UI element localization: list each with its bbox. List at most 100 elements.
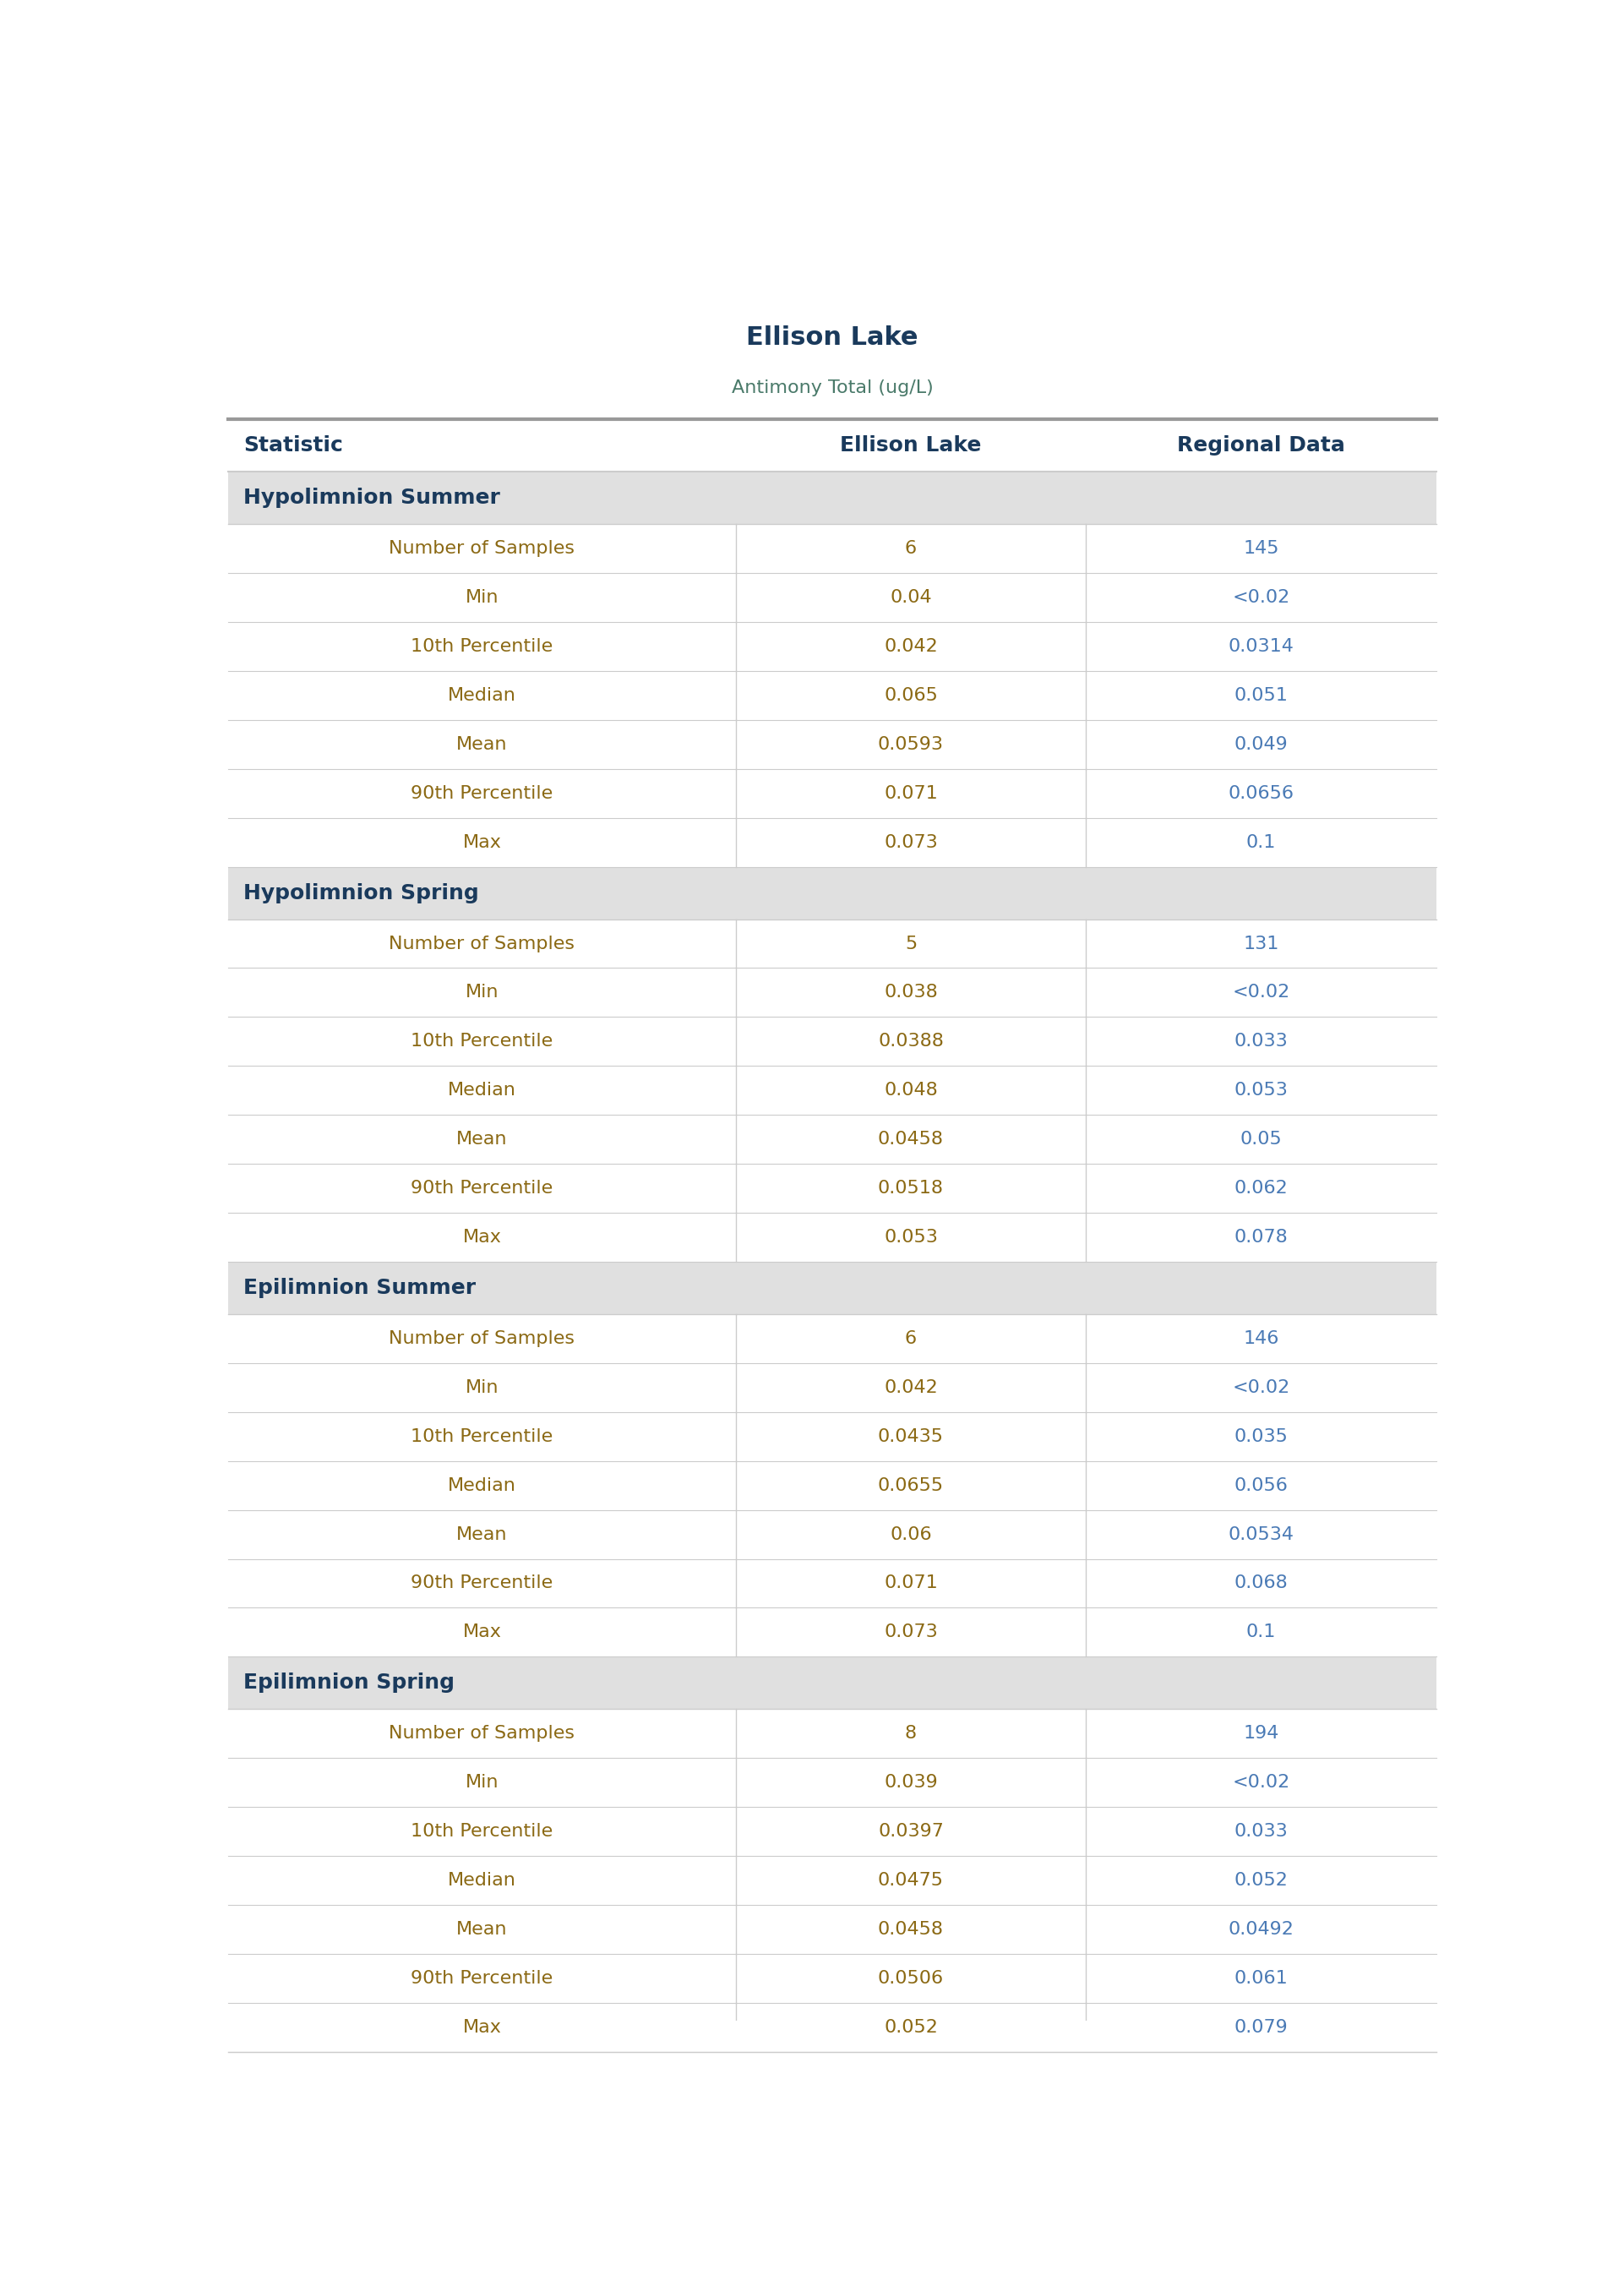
Text: 0.071: 0.071 <box>883 1575 937 1591</box>
Text: <0.02: <0.02 <box>1233 588 1289 606</box>
Text: Min: Min <box>464 1380 499 1396</box>
Bar <box>227 1462 1436 1510</box>
Bar <box>227 1857 1436 1905</box>
Text: 0.061: 0.061 <box>1234 1970 1288 1986</box>
Bar <box>227 1115 1436 1165</box>
Bar <box>227 1067 1436 1115</box>
Text: Number of Samples: Number of Samples <box>390 935 575 951</box>
Text: 194: 194 <box>1244 1725 1280 1741</box>
Text: Epilimnion Spring: Epilimnion Spring <box>244 1673 455 1693</box>
Text: Hypolimnion Spring: Hypolimnion Spring <box>244 883 479 903</box>
Text: 6: 6 <box>905 1330 918 1346</box>
Text: 0.0388: 0.0388 <box>879 1033 944 1051</box>
Text: 0.062: 0.062 <box>1234 1180 1288 1196</box>
Bar <box>227 1362 1436 1412</box>
Text: 0.048: 0.048 <box>883 1083 937 1099</box>
Bar <box>227 524 1436 572</box>
Text: 0.078: 0.078 <box>1234 1228 1288 1246</box>
Text: 0.039: 0.039 <box>883 1775 937 1791</box>
Text: 0.1: 0.1 <box>1246 833 1276 851</box>
Text: 6: 6 <box>905 540 918 556</box>
Text: 0.053: 0.053 <box>1234 1083 1288 1099</box>
Text: Mean: Mean <box>456 1525 507 1544</box>
Bar <box>227 817 1436 867</box>
Text: Ellison Lake: Ellison Lake <box>747 325 918 350</box>
Text: 0.0656: 0.0656 <box>1228 785 1294 801</box>
Bar <box>227 720 1436 770</box>
Text: Median: Median <box>448 1478 516 1494</box>
Text: 0.0518: 0.0518 <box>879 1180 944 1196</box>
Bar <box>227 472 1436 524</box>
Bar <box>227 1314 1436 1362</box>
Text: Median: Median <box>448 1873 516 1889</box>
Text: 90th Percentile: 90th Percentile <box>411 1970 554 1986</box>
Bar <box>227 867 1436 919</box>
Text: 0.0435: 0.0435 <box>879 1428 944 1446</box>
Text: 0.0534: 0.0534 <box>1228 1525 1294 1544</box>
Text: Number of Samples: Number of Samples <box>390 1725 575 1741</box>
Bar <box>227 1412 1436 1462</box>
Text: 0.071: 0.071 <box>883 785 937 801</box>
Text: Max: Max <box>463 833 502 851</box>
Bar <box>227 1559 1436 1607</box>
Text: 0.049: 0.049 <box>1234 735 1288 754</box>
Bar <box>227 420 1436 472</box>
Text: Min: Min <box>464 1775 499 1791</box>
Text: 0.056: 0.056 <box>1234 1478 1288 1494</box>
Text: Ellison Lake: Ellison Lake <box>840 436 981 456</box>
Bar <box>227 967 1436 1017</box>
Text: 0.0506: 0.0506 <box>879 1970 944 1986</box>
Text: 90th Percentile: 90th Percentile <box>411 1575 554 1591</box>
Text: 146: 146 <box>1244 1330 1280 1346</box>
Bar <box>227 370 1436 406</box>
Text: 0.0475: 0.0475 <box>879 1873 944 1889</box>
Text: Number of Samples: Number of Samples <box>390 1330 575 1346</box>
Text: 0.065: 0.065 <box>883 688 937 704</box>
Bar <box>227 1510 1436 1559</box>
Text: <0.02: <0.02 <box>1233 1380 1289 1396</box>
Text: 0.033: 0.033 <box>1234 1033 1288 1051</box>
Bar <box>227 770 1436 817</box>
Text: 10th Percentile: 10th Percentile <box>411 1033 554 1051</box>
Text: Statistic: Statistic <box>244 436 343 456</box>
Text: 0.0458: 0.0458 <box>879 1130 944 1149</box>
Text: 10th Percentile: 10th Percentile <box>411 1823 554 1841</box>
Bar <box>227 1954 1436 2002</box>
Text: 0.06: 0.06 <box>890 1525 932 1544</box>
Text: 0.068: 0.068 <box>1234 1575 1288 1591</box>
Bar <box>227 316 1436 361</box>
Bar <box>227 1165 1436 1212</box>
Text: 10th Percentile: 10th Percentile <box>411 1428 554 1446</box>
Text: Mean: Mean <box>456 1130 507 1149</box>
Bar <box>227 1262 1436 1314</box>
Text: Regional Data: Regional Data <box>1177 436 1345 456</box>
Bar <box>227 1607 1436 1657</box>
Text: 0.035: 0.035 <box>1234 1428 1288 1446</box>
Bar <box>227 919 1436 967</box>
Text: 5: 5 <box>905 935 918 951</box>
Bar <box>227 1017 1436 1067</box>
Text: 0.04: 0.04 <box>890 588 932 606</box>
Text: 0.053: 0.053 <box>883 1228 937 1246</box>
Text: 90th Percentile: 90th Percentile <box>411 1180 554 1196</box>
Bar <box>227 622 1436 672</box>
Text: Median: Median <box>448 1083 516 1099</box>
Text: Min: Min <box>464 985 499 1001</box>
Text: 0.0458: 0.0458 <box>879 1920 944 1939</box>
Bar <box>227 1709 1436 1759</box>
Text: 0.0314: 0.0314 <box>1228 638 1294 656</box>
Text: 131: 131 <box>1244 935 1280 951</box>
Text: 0.042: 0.042 <box>883 638 937 656</box>
Bar <box>227 1212 1436 1262</box>
Text: Max: Max <box>463 2018 502 2036</box>
Bar <box>227 1759 1436 1807</box>
Text: <0.02: <0.02 <box>1233 1775 1289 1791</box>
Text: 0.079: 0.079 <box>1234 2018 1288 2036</box>
Text: Mean: Mean <box>456 1920 507 1939</box>
Text: 0.0655: 0.0655 <box>879 1478 944 1494</box>
Text: Max: Max <box>463 1623 502 1641</box>
Text: 0.052: 0.052 <box>883 2018 937 2036</box>
Text: 0.0593: 0.0593 <box>879 735 944 754</box>
Text: 0.073: 0.073 <box>883 833 937 851</box>
Text: Antimony Total (ug/L): Antimony Total (ug/L) <box>731 379 934 397</box>
